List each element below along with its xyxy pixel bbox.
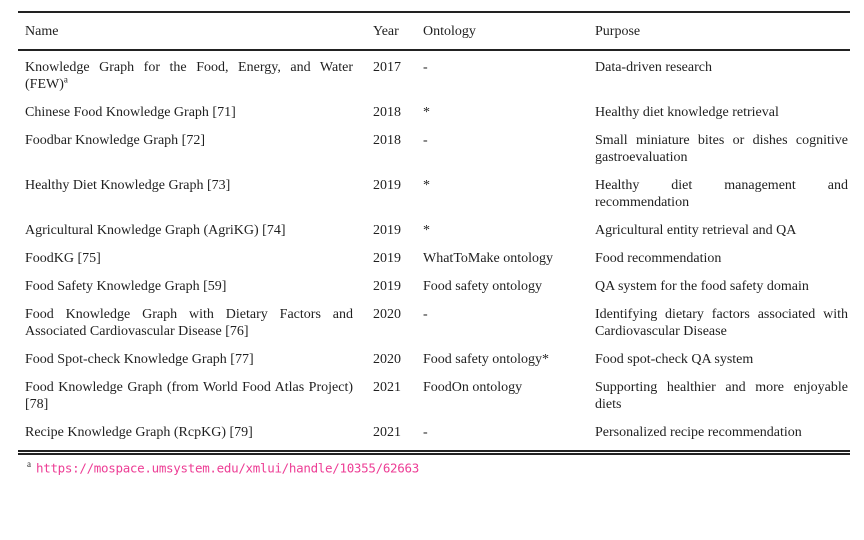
- cell-year: 2020: [373, 307, 401, 322]
- cell-purpose: Supporting healthier and more enjoyable …: [595, 380, 848, 412]
- cell-year: 2021: [373, 425, 401, 440]
- cell-year: 2019: [373, 251, 401, 266]
- cell-ontology: *: [423, 105, 430, 120]
- cell-purpose: Agricultural entity retrieval and QA: [595, 223, 797, 238]
- cell-name: Recipe Knowledge Graph (RcpKG) [79]: [25, 425, 253, 440]
- table-row: Agricultural Knowledge Graph (AgriKG) [7…: [18, 214, 850, 242]
- cell-name: Food Safety Knowledge Graph [59]: [25, 279, 227, 294]
- table-row: Chinese Food Knowledge Graph [71] 2018 * He…: [18, 96, 850, 124]
- cell-ontology: Food safety ontology*: [423, 352, 549, 367]
- column-header-purpose: Purpose: [595, 12, 850, 51]
- cell-ontology: *: [423, 223, 430, 238]
- cell-name: Knowledge Graph for the Food, Energy, an…: [25, 60, 353, 92]
- knowledge-graphs-table: Name Year Ontology Purpose Knowledge Gra…: [18, 11, 850, 455]
- table-row: Recipe Knowledge Graph (RcpKG) [79] 2021 -…: [18, 416, 850, 453]
- cell-purpose: Healthy diet management and recommendati…: [595, 178, 848, 210]
- cell-name: Foodbar Knowledge Graph [72]: [25, 133, 206, 148]
- cell-name: Agricultural Knowledge Graph (AgriKG) [7…: [25, 223, 286, 238]
- column-header-year: Year: [373, 12, 423, 51]
- table-footnote: a https://mospace.umsystem.edu/xmlui/hand…: [27, 459, 864, 476]
- cell-name: Food Spot-check Knowledge Graph [77]: [25, 352, 254, 367]
- column-header-ontology: Ontology: [423, 12, 595, 51]
- cell-ontology: *: [423, 178, 430, 193]
- table-header: Name Year Ontology Purpose: [18, 12, 850, 51]
- cell-name: Chinese Food Knowledge Graph [71]: [25, 105, 236, 120]
- footnote-marker: a: [27, 459, 31, 469]
- cell-year: 2017: [373, 60, 401, 75]
- table-row: Healthy Diet Knowledge Graph [73] 2019 * He…: [18, 169, 850, 214]
- cell-name: Healthy Diet Knowledge Graph [73]: [25, 178, 231, 193]
- table-body: Knowledge Graph for the Food, Energy, an…: [18, 50, 850, 453]
- cell-purpose: Food recommendation: [595, 251, 722, 266]
- footnote-reference: a: [63, 74, 68, 85]
- cell-ontology: -: [423, 133, 428, 148]
- footnote-url-link[interactable]: https://mospace.umsystem.edu/xmlui/handl…: [36, 460, 419, 476]
- cell-purpose: Small miniature bites or dishes cognitiv…: [595, 133, 848, 165]
- table-row: Food Knowledge Graph with Dietary Factor…: [18, 298, 850, 343]
- cell-ontology: -: [423, 307, 428, 322]
- cell-year: 2020: [373, 352, 401, 367]
- cell-year: 2021: [373, 380, 401, 395]
- cell-purpose: Identifying dietary factors associated w…: [595, 307, 848, 339]
- table-row: Food Safety Knowledge Graph [59] 2019 Food…: [18, 270, 850, 298]
- cell-purpose: Personalized recipe recommendation: [595, 425, 802, 440]
- cell-ontology: FoodOn ontology: [423, 380, 523, 395]
- cell-year: 2018: [373, 105, 401, 120]
- cell-purpose: Healthy diet knowledge retrieval: [595, 105, 779, 120]
- cell-name: FoodKG [75]: [25, 251, 101, 266]
- cell-purpose: Food spot-check QA system: [595, 352, 754, 367]
- table-row: Food Spot-check Knowledge Graph [77] 2020…: [18, 343, 850, 371]
- column-header-name: Name: [18, 12, 373, 51]
- cell-year: 2018: [373, 133, 401, 148]
- header-row: Name Year Ontology Purpose: [18, 12, 850, 51]
- table-row: Food Knowledge Graph (from World Food At…: [18, 371, 850, 416]
- table-row: Foodbar Knowledge Graph [72] 2018 - Small m…: [18, 124, 850, 169]
- table-row: FoodKG [75] 2019 WhatToMake ontology Food r…: [18, 242, 850, 270]
- cell-ontology: -: [423, 425, 428, 440]
- table-row: Knowledge Graph for the Food, Energy, an…: [18, 50, 850, 96]
- cell-ontology: -: [423, 60, 428, 75]
- cell-purpose: Data-driven research: [595, 60, 712, 75]
- cell-year: 2019: [373, 178, 401, 193]
- cell-ontology: WhatToMake ontology: [423, 251, 554, 266]
- cell-name: Food Knowledge Graph (from World Food At…: [25, 380, 353, 412]
- cell-name: Food Knowledge Graph with Dietary Factor…: [25, 307, 353, 339]
- cell-purpose: QA system for the food safety domain: [595, 279, 809, 294]
- cell-year: 2019: [373, 223, 401, 238]
- cell-ontology: Food safety ontology: [423, 279, 542, 294]
- cell-year: 2019: [373, 279, 401, 294]
